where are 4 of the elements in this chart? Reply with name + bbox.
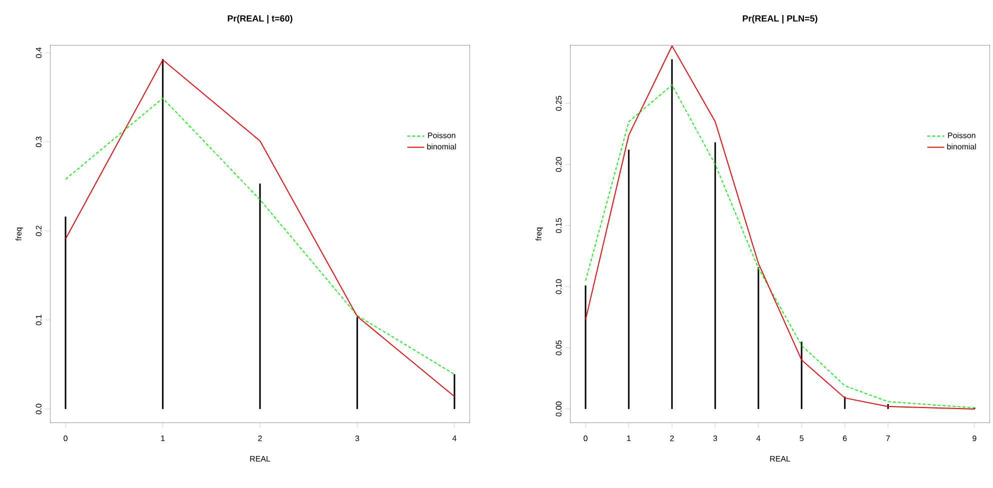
chart-title: Pr(REAL | t=60) xyxy=(228,15,292,24)
line-series xyxy=(65,59,455,398)
line-series xyxy=(65,98,455,375)
chart-title: Pr(REAL | PLN=5) xyxy=(742,15,818,24)
